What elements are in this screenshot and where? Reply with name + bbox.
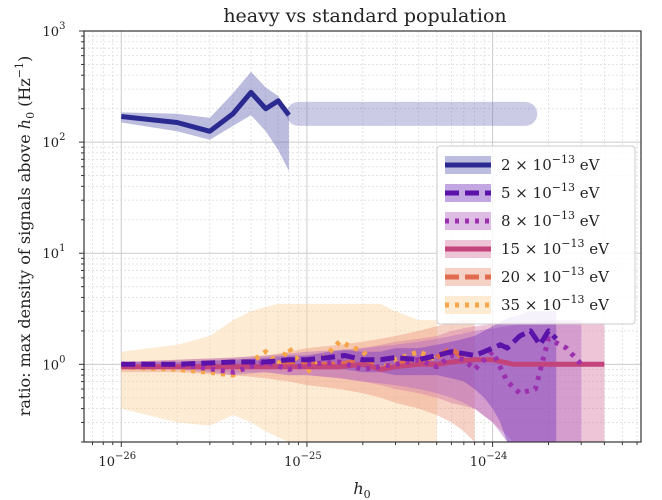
y-axis-label-h: h: [15, 119, 34, 129]
legend-entry-label: 2 × 10−13 eV: [501, 153, 601, 174]
series-line: [121, 357, 605, 372]
x-tick-label: 10−26: [98, 451, 136, 470]
axis-ticks: 10−26 10−25 10−24 100 101 102 103: [43, 21, 638, 470]
x-tick-label: 10−25: [284, 451, 322, 470]
series-line: [121, 336, 584, 396]
x-axis-label-main: h: [353, 479, 363, 498]
y-axis-label: ratio: max density of signals above h0 (…: [13, 56, 37, 417]
series-band: [121, 320, 582, 442]
y-axis-label-sup: −1: [13, 62, 26, 78]
y-tick-label: 103: [43, 21, 66, 40]
y-axis-label-sub: 0: [24, 112, 37, 119]
legend-entry-label: 15 × 10−13 eV: [501, 237, 610, 258]
series-band: [121, 311, 557, 442]
series-band: [121, 303, 437, 442]
legend-entry-label: 8 × 10−13 eV: [501, 209, 601, 230]
chart-title: heavy vs standard population: [223, 5, 506, 27]
series-band: [121, 320, 475, 442]
x-axis-label: h0: [353, 479, 370, 500]
x-axis-label-sub: 0: [364, 488, 371, 500]
y-axis-label-part-1: ratio: max density of signals above: [15, 129, 34, 416]
series-lines: [121, 89, 605, 396]
y-tick-label: 102: [43, 132, 66, 151]
x-tick-label: 10−24: [470, 451, 508, 470]
y-tick-label: 101: [43, 243, 66, 262]
legend-entry-label: 5 × 10−13 eV: [501, 181, 601, 202]
y-axis-label-part-3: ): [15, 56, 34, 62]
series-line: [121, 89, 291, 134]
y-tick-label: 100: [43, 354, 66, 373]
y-axis-label-part-2: (Hz: [15, 78, 34, 112]
legend-entry-label: 20 × 10−13 eV: [501, 265, 610, 286]
series-line: [121, 328, 558, 367]
legend: 2 × 10−13 eV 5 × 10−13 eV 8 × 10−13 eV 15 ×…: [436, 145, 636, 325]
legend-entry-label: 35 × 10−13 eV: [501, 293, 610, 314]
